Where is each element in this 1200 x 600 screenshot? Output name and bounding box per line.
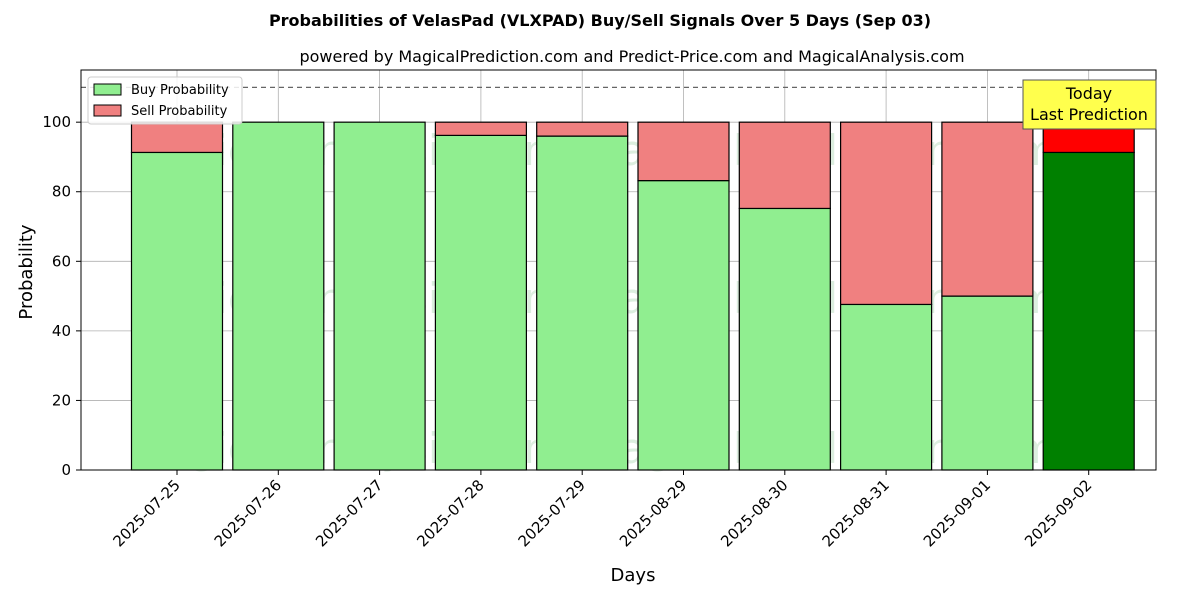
bars xyxy=(130,121,1135,471)
legend-label: Sell Probability xyxy=(131,104,228,119)
y-tick-label: 80 xyxy=(52,183,71,201)
y-tick-label: 100 xyxy=(42,113,71,131)
buy-bar xyxy=(130,151,224,471)
sell-bar xyxy=(536,121,629,137)
buy-bar xyxy=(536,135,629,471)
x-tick-label: 2025-07-28 xyxy=(413,476,487,550)
buy-bar xyxy=(232,121,325,471)
legend-label: Buy Probability xyxy=(131,83,229,98)
x-tick-label: 2025-08-30 xyxy=(717,476,791,550)
x-axis-label: Days xyxy=(611,565,656,586)
x-tick-label: 2025-07-27 xyxy=(312,476,386,550)
y-axis-label: Probability xyxy=(16,224,37,319)
legend-swatch xyxy=(93,104,122,117)
x-tick-label: 2025-08-29 xyxy=(616,476,690,550)
chart-title: Probabilities of VelasPad (VLXPAD) Buy/S… xyxy=(269,11,931,30)
legend: Buy Probability Sell Probability xyxy=(87,76,243,125)
annotation-text: Last Prediction xyxy=(1030,105,1148,124)
buy-bar xyxy=(941,295,1034,471)
x-tick-label: 2025-09-01 xyxy=(920,476,994,550)
sell-bar xyxy=(738,121,831,210)
buy-bar xyxy=(333,121,426,471)
annotation-box xyxy=(1022,79,1157,130)
buy-bar xyxy=(738,207,831,471)
buy-bar xyxy=(839,303,933,471)
legend-swatch xyxy=(93,83,122,96)
plot-frame xyxy=(80,69,1157,471)
sell-bar xyxy=(637,121,730,182)
sell-bar xyxy=(130,121,224,154)
y-tick-label: 60 xyxy=(52,252,71,270)
sell-bar xyxy=(434,121,527,136)
sell-bar xyxy=(941,121,1034,297)
buy-bar xyxy=(434,134,527,471)
annotation-text: Today xyxy=(1065,84,1112,103)
legend-box xyxy=(87,76,243,125)
y-tick-label: 20 xyxy=(52,391,71,409)
buy-bar xyxy=(637,180,730,471)
today-annotation: Today Last Prediction xyxy=(1022,79,1157,130)
buy-bar xyxy=(1042,151,1135,471)
sell-bar xyxy=(839,121,933,306)
x-tick-label: 2025-07-25 xyxy=(109,476,183,550)
x-tick-label: 2025-07-29 xyxy=(515,476,589,550)
x-tick-label: 2025-08-31 xyxy=(819,476,893,550)
x-tick-label: 2025-09-02 xyxy=(1021,476,1095,550)
y-tick-label: 40 xyxy=(52,322,71,340)
chart-subtitle: powered by MagicalPrediction.com and Pre… xyxy=(299,47,964,66)
y-tick-label: 0 xyxy=(61,461,71,479)
x-tick-label: 2025-07-26 xyxy=(211,476,285,550)
